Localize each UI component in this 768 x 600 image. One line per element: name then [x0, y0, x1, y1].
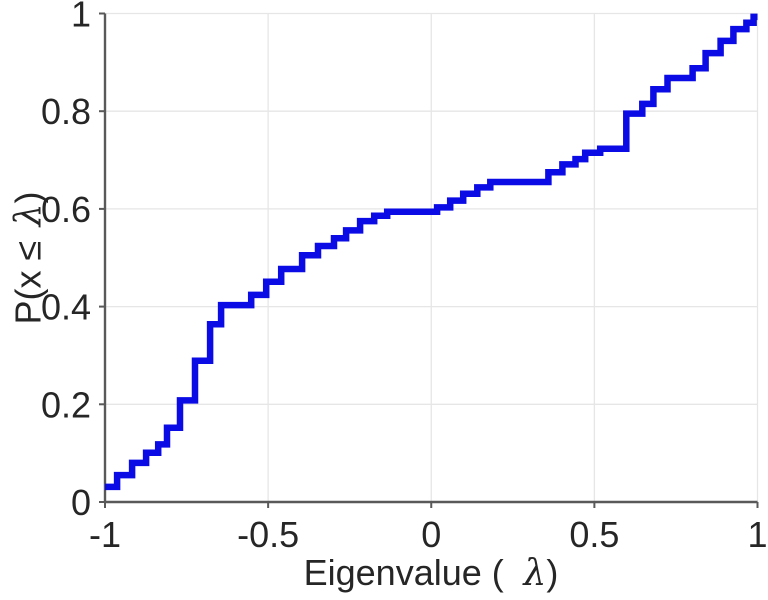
x-tick-label: -0.5: [237, 514, 299, 555]
y-tick-label: 0: [71, 482, 91, 523]
x-axis-label-suffix: ): [546, 552, 559, 593]
x-tick-label: 0.5: [569, 514, 619, 555]
y-tick-label: 0.8: [41, 91, 91, 132]
y-tick-label: 0.4: [41, 287, 91, 328]
y-axis-label: P(x ≤ λ): [7, 191, 50, 325]
ecdf-line: [105, 13, 758, 491]
y-axis-label-text: P(x ≤: [7, 230, 49, 325]
x-tick-label: 0: [421, 514, 441, 555]
x-axis-label: Eigenvalue ( λ): [304, 553, 559, 594]
x-tick-label: -1: [89, 514, 121, 555]
y-tick-label: 1: [71, 0, 91, 35]
y-tick-labels: 0 0.2 0.4 0.6 0.8 1: [41, 0, 91, 523]
lambda-symbol: λ: [8, 203, 50, 227]
y-tick-label: 0.2: [41, 384, 91, 425]
tick-marks: [99, 12, 759, 508]
y-tick-label: 0.6: [41, 189, 91, 230]
x-tick-labels: -1 -0.5 0 0.5 1: [89, 514, 768, 555]
y-axis-label-suffix: ): [7, 191, 49, 204]
x-axis-label-text: Eigenvalue (: [303, 552, 504, 593]
lambda-symbol: λ: [523, 553, 547, 594]
x-tick-label: 1: [747, 514, 767, 555]
